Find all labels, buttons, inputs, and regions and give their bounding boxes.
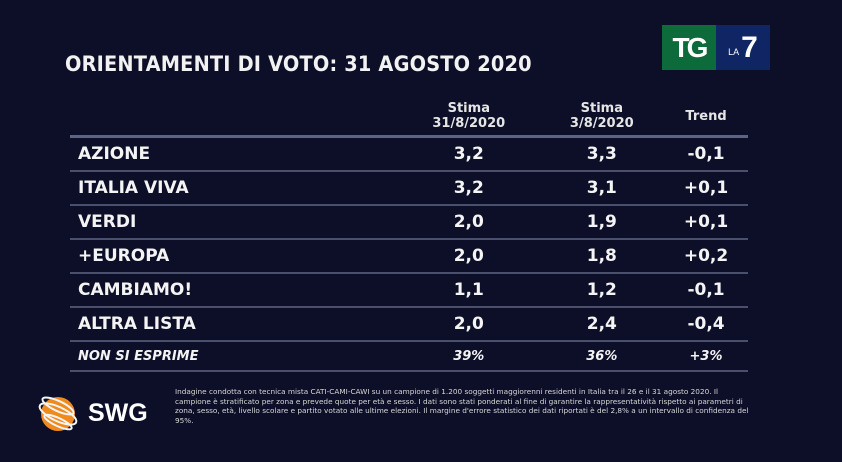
- stima-current-value: 2,0: [398, 205, 540, 240]
- stima-previous-value: 3,1: [539, 171, 665, 206]
- stima-current-value: 3,2: [398, 136, 540, 172]
- stima-previous-value: 1,9: [539, 205, 665, 240]
- trend-value: -0,4: [664, 307, 748, 342]
- table-row: ALTRA LISTA 2,0 2,4 -0,4: [70, 307, 748, 342]
- la7-logo: LA 7: [716, 25, 770, 70]
- methodology-footnote: Indagine condotta con tecnica mista CATI…: [175, 387, 749, 425]
- table-row: VERDI 2,0 1,9 +0,1: [70, 205, 748, 240]
- header-stima-current: Stima 31/8/2020: [398, 100, 540, 138]
- la-text: LA: [728, 46, 740, 57]
- poll-table: Stima 31/8/2020 Stima 3/8/2020 Trend AZION…: [70, 100, 748, 372]
- trend-value: -0,1: [664, 273, 748, 308]
- trend-value: +0,2: [664, 239, 748, 274]
- seven-text: 7: [741, 30, 758, 64]
- party-label: CAMBIAMO!: [70, 273, 398, 308]
- table-row: ITALIA VIVA 3,2 3,1 +0,1: [70, 171, 748, 206]
- tg-logo-text: TG: [662, 25, 716, 70]
- trend-value: -0,1: [664, 136, 748, 172]
- stima-previous-value: 1,2: [539, 273, 665, 308]
- party-label: ITALIA VIVA: [70, 171, 398, 206]
- table-row: CAMBIAMO! 1,1 1,2 -0,1: [70, 273, 748, 308]
- tg-la7-logo: TG LA 7: [662, 25, 770, 70]
- trend-value: +0,1: [664, 205, 748, 240]
- header-stima-previous: Stima 3/8/2020: [539, 100, 665, 138]
- header-row: Stima 31/8/2020 Stima 3/8/2020 Trend: [70, 100, 748, 138]
- stima-previous-value: 2,4: [539, 307, 665, 342]
- party-label: VERDI: [70, 205, 398, 240]
- table-row: AZIONE 3,2 3,3 -0,1: [70, 136, 748, 172]
- page-title: ORIENTAMENTI DI VOTO: 31 AGOSTO 2020: [65, 52, 532, 76]
- stima-current-value: 3,2: [398, 171, 540, 206]
- stima-previous-value: 1,8: [539, 239, 665, 274]
- party-label: NON SI ESPRIME: [70, 341, 398, 372]
- stima-current-value: 1,1: [398, 273, 540, 308]
- trend-value: +0,1: [664, 171, 748, 206]
- table-row: +EUROPA 2,0 1,8 +0,2: [70, 239, 748, 274]
- header-trend: Trend: [664, 100, 748, 138]
- stima-previous-value: 36%: [539, 341, 665, 372]
- globe-icon: [38, 396, 78, 431]
- trend-value: +3%: [664, 341, 748, 372]
- table-row: NON SI ESPRIME 39% 36% +3%: [70, 341, 748, 372]
- swg-logo: SWG: [34, 390, 148, 436]
- swg-text: SWG: [88, 398, 148, 427]
- stima-current-value: 39%: [398, 341, 540, 372]
- stima-current-value: 2,0: [398, 307, 540, 342]
- party-label: AZIONE: [70, 136, 398, 172]
- stima-current-value: 2,0: [398, 239, 540, 274]
- stima-previous-value: 3,3: [539, 136, 665, 172]
- party-label: +EUROPA: [70, 239, 398, 274]
- header-party: [70, 100, 398, 138]
- party-label: ALTRA LISTA: [70, 307, 398, 342]
